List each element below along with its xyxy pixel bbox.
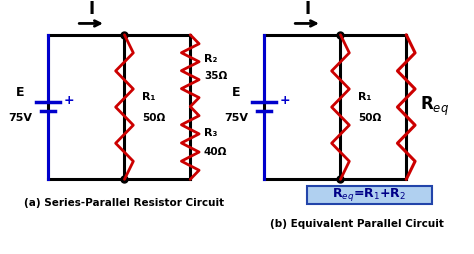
Text: R₁: R₁ (358, 92, 372, 102)
Text: R$_{eq}$=R$_1$+R$_2$: R$_{eq}$=R$_1$+R$_2$ (332, 186, 406, 203)
Text: 40Ω: 40Ω (204, 147, 228, 157)
Text: R₁: R₁ (142, 92, 155, 102)
Text: 50Ω: 50Ω (358, 113, 382, 123)
Text: 35Ω: 35Ω (204, 71, 227, 81)
Text: 75V: 75V (224, 113, 248, 123)
Text: (b) Equivalent Parallel Circuit: (b) Equivalent Parallel Circuit (270, 219, 444, 229)
Text: (a) Series-Parallel Resistor Circuit: (a) Series-Parallel Resistor Circuit (24, 198, 225, 208)
Text: E: E (232, 86, 241, 99)
Text: R₃: R₃ (204, 128, 218, 138)
FancyBboxPatch shape (307, 186, 432, 204)
Text: 75V: 75V (9, 113, 32, 123)
Text: +: + (280, 94, 290, 107)
Text: I: I (304, 0, 310, 18)
Text: 50Ω: 50Ω (142, 113, 165, 123)
Text: R₂: R₂ (204, 54, 218, 64)
Text: I: I (88, 0, 94, 18)
Text: E: E (16, 86, 25, 99)
Text: +: + (64, 94, 74, 107)
Text: R$_{eq}$: R$_{eq}$ (420, 95, 449, 118)
